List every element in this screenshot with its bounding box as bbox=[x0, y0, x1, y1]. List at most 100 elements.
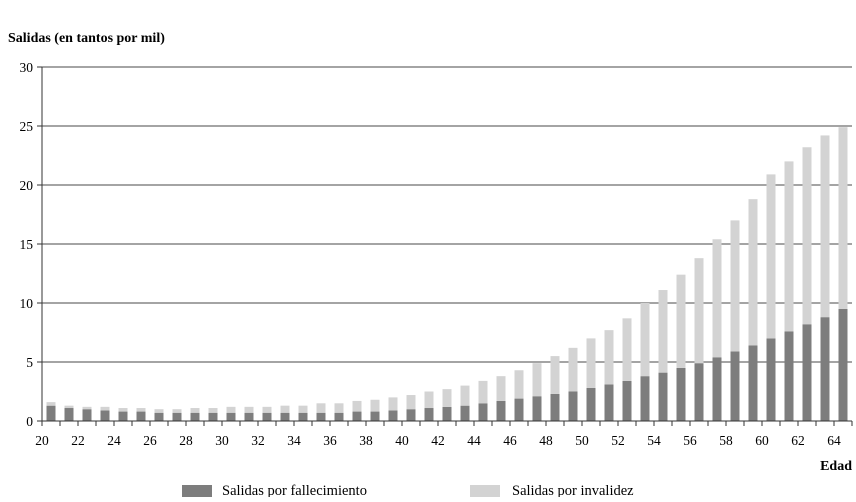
bar-fallecimiento-25 bbox=[136, 411, 146, 421]
x-tick-label-44: 44 bbox=[467, 433, 481, 448]
bar-invalidez-40 bbox=[406, 395, 416, 410]
bar-invalidez-50 bbox=[586, 338, 596, 388]
bar-invalidez-22 bbox=[82, 406, 92, 410]
bar-invalidez-45 bbox=[496, 376, 506, 401]
x-tick-label-42: 42 bbox=[431, 433, 445, 448]
legend: Salidas por fallecimiento Salidas por in… bbox=[182, 483, 634, 499]
x-tick-label-64: 64 bbox=[827, 433, 841, 448]
bar-fallecimiento-47 bbox=[532, 396, 542, 421]
x-tick-labels: 20 22 24 26 28 30 32 34 36 38 40 42 44 46 48 50 52 54 56 58… bbox=[35, 433, 841, 448]
axes bbox=[41, 67, 853, 426]
x-tick-label-38: 38 bbox=[359, 433, 373, 448]
y-tick-label-20: 20 bbox=[20, 178, 34, 193]
bar-fallecimiento-34 bbox=[298, 412, 308, 421]
bar-fallecimiento-52 bbox=[622, 380, 632, 421]
bar-invalidez-47 bbox=[532, 363, 542, 397]
bar-fallecimiento-26 bbox=[154, 412, 164, 421]
bar-fallecimiento-63 bbox=[820, 317, 830, 421]
y-tick-label-5: 5 bbox=[26, 355, 33, 370]
bar-fallecimiento-30 bbox=[226, 412, 236, 421]
bar-fallecimiento-24 bbox=[118, 411, 128, 421]
bar-fallecimiento-53 bbox=[640, 376, 650, 421]
bar-fallecimiento-36 bbox=[334, 412, 344, 421]
y-axis-title: Salidas (en tantos por mil) bbox=[8, 31, 165, 46]
y-tick-label-0: 0 bbox=[26, 414, 33, 429]
bar-fallecimiento-54 bbox=[658, 372, 668, 421]
bar-invalidez-55 bbox=[676, 274, 686, 368]
bar-fallecimiento-38 bbox=[370, 411, 380, 421]
y-tick-label-30: 30 bbox=[20, 60, 34, 75]
x-tick-label-26: 26 bbox=[143, 433, 157, 448]
bar-invalidez-35 bbox=[316, 403, 326, 413]
bar-fallecimiento-20 bbox=[46, 405, 56, 421]
bar-fallecimiento-42 bbox=[442, 406, 452, 421]
bar-fallecimiento-55 bbox=[676, 367, 686, 421]
bar-fallecimiento-49 bbox=[568, 391, 578, 421]
bars bbox=[46, 127, 848, 421]
bar-invalidez-39 bbox=[388, 397, 398, 411]
bar-fallecimiento-44 bbox=[478, 403, 488, 421]
bar-fallecimiento-62 bbox=[802, 324, 812, 421]
bar-fallecimiento-61 bbox=[784, 331, 794, 421]
bar-invalidez-52 bbox=[622, 318, 632, 381]
x-tick-label-30: 30 bbox=[215, 433, 229, 448]
bar-invalidez-37 bbox=[352, 400, 362, 412]
x-tick-label-56: 56 bbox=[683, 433, 697, 448]
legend-swatch-fallecimiento bbox=[182, 485, 212, 497]
bar-invalidez-32 bbox=[262, 406, 272, 413]
x-tick-label-34: 34 bbox=[287, 433, 301, 448]
bar-invalidez-41 bbox=[424, 391, 434, 409]
bar-fallecimiento-31 bbox=[244, 412, 254, 421]
bar-invalidez-34 bbox=[298, 405, 308, 413]
x-tick-label-54: 54 bbox=[647, 433, 661, 448]
bar-invalidez-21 bbox=[64, 405, 74, 409]
bar-fallecimiento-60 bbox=[766, 338, 776, 421]
x-tick-label-46: 46 bbox=[503, 433, 517, 448]
x-tick-label-40: 40 bbox=[395, 433, 409, 448]
bar-fallecimiento-57 bbox=[712, 357, 722, 421]
bar-invalidez-31 bbox=[244, 406, 254, 413]
bar-invalidez-48 bbox=[550, 356, 560, 394]
y-tick-label-10: 10 bbox=[20, 296, 34, 311]
x-tick-label-22: 22 bbox=[71, 433, 85, 448]
gridlines bbox=[37, 66, 852, 422]
x-tick-label-48: 48 bbox=[539, 433, 553, 448]
bar-invalidez-62 bbox=[802, 147, 812, 325]
bar-fallecimiento-28 bbox=[190, 412, 200, 421]
bar-invalidez-42 bbox=[442, 389, 452, 407]
bar-invalidez-30 bbox=[226, 406, 236, 413]
bar-invalidez-54 bbox=[658, 290, 668, 373]
bar-fallecimiento-27 bbox=[172, 412, 182, 421]
bar-invalidez-38 bbox=[370, 399, 380, 412]
y-tick-label-25: 25 bbox=[20, 119, 34, 134]
bar-fallecimiento-29 bbox=[208, 412, 218, 421]
bar-fallecimiento-56 bbox=[694, 363, 704, 421]
legend-label-invalidez: Salidas por invalidez bbox=[512, 483, 634, 497]
bar-invalidez-23 bbox=[100, 406, 110, 411]
bar-fallecimiento-45 bbox=[496, 400, 506, 421]
legend-label-fallecimiento: Salidas por fallecimiento bbox=[222, 483, 367, 497]
y-tick-label-15: 15 bbox=[20, 237, 34, 252]
bar-fallecimiento-33 bbox=[280, 412, 290, 421]
bar-invalidez-29 bbox=[208, 408, 218, 413]
bar-invalidez-64 bbox=[838, 127, 848, 309]
bar-invalidez-28 bbox=[190, 408, 200, 413]
bar-invalidez-63 bbox=[820, 135, 830, 318]
x-tick-label-50: 50 bbox=[575, 433, 589, 448]
bar-invalidez-33 bbox=[280, 405, 290, 413]
bar-invalidez-58 bbox=[730, 220, 740, 352]
bar-fallecimiento-64 bbox=[838, 308, 848, 421]
bar-invalidez-36 bbox=[334, 403, 344, 413]
bar-fallecimiento-35 bbox=[316, 412, 326, 421]
bar-invalidez-57 bbox=[712, 239, 722, 358]
x-tick-label-62: 62 bbox=[791, 433, 805, 448]
bar-fallecimiento-40 bbox=[406, 409, 416, 421]
bar-fallecimiento-23 bbox=[100, 410, 110, 421]
bar-invalidez-27 bbox=[172, 409, 182, 413]
bar-invalidez-59 bbox=[748, 199, 758, 346]
bar-fallecimiento-50 bbox=[586, 387, 596, 421]
x-axis-title: Edad bbox=[820, 459, 852, 474]
bar-invalidez-46 bbox=[514, 370, 524, 399]
